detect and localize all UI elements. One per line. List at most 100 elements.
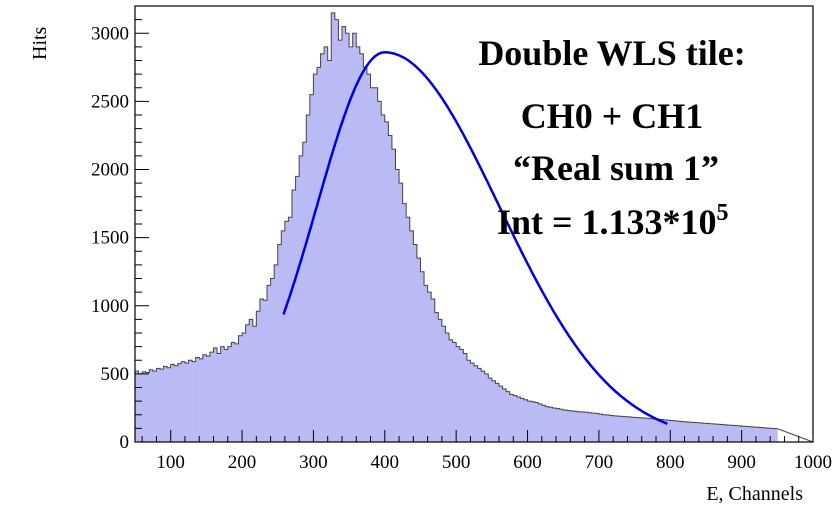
histogram-bar (384, 121, 389, 442)
histogram-bar (727, 425, 732, 442)
histogram-bar (766, 428, 771, 442)
histogram-bar (138, 373, 143, 442)
histogram-bar (306, 115, 311, 442)
histogram-bar (745, 426, 750, 442)
histogram-bar (513, 395, 518, 442)
histogram-bar (752, 427, 757, 442)
histogram-bar (663, 419, 667, 442)
histogram-bar (434, 312, 439, 442)
histogram-bar (591, 413, 596, 442)
histogram-bar (606, 415, 610, 442)
histogram-bar (420, 271, 425, 442)
y-tick-label: 1000 (91, 296, 129, 317)
histogram-bar (284, 221, 289, 442)
x-axis-title: E, Channels (706, 483, 803, 505)
histogram-bar (242, 333, 246, 442)
histogram-bar (281, 230, 286, 442)
histogram-bar (259, 298, 264, 442)
annotation-integral: Int = 1.133*10 (497, 202, 717, 242)
histogram-bar (334, 19, 339, 442)
histogram-bar (641, 418, 646, 442)
histogram-bar (541, 405, 546, 442)
annotation-line-2: CH0 + CH1 (521, 96, 704, 136)
histogram-bar (192, 361, 196, 442)
histogram-bar (552, 407, 557, 442)
histogram-bar (135, 371, 139, 442)
histogram-bar (502, 388, 507, 442)
histogram-bar (598, 414, 603, 442)
histogram-bar (181, 361, 186, 442)
x-tick-label: 500 (442, 452, 471, 473)
histogram-bar (345, 33, 350, 442)
histogram-bar (456, 346, 461, 442)
histogram-bar (324, 46, 328, 442)
histogram-bar (327, 60, 332, 442)
histogram-bar (459, 349, 464, 442)
histogram-bar (391, 149, 396, 442)
y-axis: 0 500 1000 1500 2000 2500 3000 (91, 5, 149, 453)
annotation-line-1: Double WLS tile: (478, 33, 745, 73)
annotation-exponent: 5 (717, 200, 729, 226)
histogram-bar (463, 353, 468, 442)
histogram-bar (659, 419, 664, 442)
histogram-bar (581, 412, 585, 442)
histogram-bar (313, 74, 318, 442)
histogram-bar (506, 391, 510, 442)
histogram-bar (738, 425, 742, 442)
histogram-bar (195, 357, 200, 442)
y-tick-label: 1500 (91, 228, 129, 249)
histogram-bar (655, 419, 660, 442)
histogram-bar (349, 46, 353, 442)
histogram-bar (484, 373, 489, 442)
histogram-bar (527, 401, 532, 442)
histogram-bar (648, 418, 653, 442)
histogram-bar (720, 424, 725, 442)
histogram-bar (245, 324, 250, 442)
fit-curve (282, 51, 668, 425)
histogram-bar (734, 425, 739, 442)
histogram-bar (431, 298, 436, 442)
histogram-bar (199, 358, 204, 442)
histogram-bar (474, 365, 478, 442)
histogram-bar (270, 278, 275, 442)
histogram-bar (388, 135, 393, 442)
histogram-bar (184, 362, 189, 442)
histogram-bar (559, 409, 564, 442)
x-axis: 100 200 300 400 500 600 700 800 900 1000 (141, 430, 832, 473)
histogram-bar (763, 427, 767, 442)
y-tick-label: 0 (120, 432, 130, 453)
histogram-bar (427, 292, 432, 442)
histogram-bar (356, 46, 361, 442)
histogram-bar (631, 417, 635, 442)
histogram-bar (577, 411, 582, 442)
histogram-bar (331, 12, 336, 442)
histogram-bar (741, 426, 746, 442)
histogram-bar (566, 410, 571, 442)
y-tick-label: 3000 (91, 23, 129, 44)
histogram-bar (613, 415, 618, 442)
histogram-bar (623, 416, 628, 442)
histogram-bar (481, 371, 486, 442)
histogram-bar (145, 372, 150, 442)
histogram-bar (227, 346, 232, 442)
histogram-bar (477, 368, 482, 442)
histogram-bar (691, 422, 696, 442)
histogram-bar (142, 371, 147, 442)
histogram-bar (495, 383, 500, 442)
histogram-bar (545, 406, 550, 442)
histogram-bar (438, 319, 443, 442)
y-tick-label: 500 (101, 364, 130, 385)
histogram-bar (705, 423, 710, 442)
histogram-bar (170, 364, 175, 442)
histogram-bar (702, 423, 707, 442)
histogram-bar (299, 155, 304, 442)
histogram-bar (188, 360, 193, 442)
histogram-bar (488, 377, 493, 442)
histogram-bar (645, 418, 650, 442)
fit-curve-group (282, 51, 668, 425)
histogram-bar (673, 420, 678, 442)
histogram-bar (234, 343, 239, 442)
histogram-bar (174, 365, 179, 442)
histogram-bar (167, 367, 171, 442)
